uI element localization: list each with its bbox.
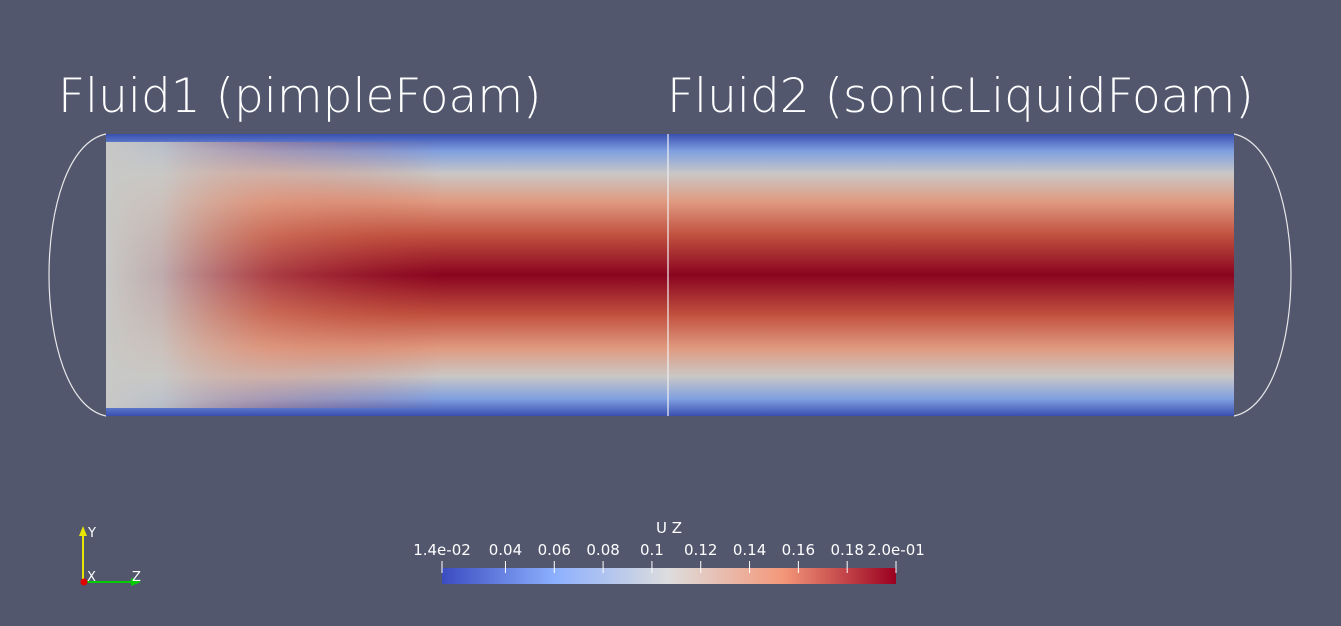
colorbar-tick-label: 2.0e-01 xyxy=(867,541,925,559)
colorbar-title: U Z xyxy=(656,519,682,537)
axes-glyph: Y X Z xyxy=(79,526,141,586)
axis-label: Y xyxy=(87,526,96,541)
colorbar-tick-label: 0.04 xyxy=(489,541,522,559)
colorbar-tick-label: 0.12 xyxy=(684,541,717,559)
colorbar-tick-label: 0.18 xyxy=(830,541,863,559)
colorbar-tick-label: 1.4e-02 xyxy=(413,541,471,559)
colorbar-tick-label: 0.06 xyxy=(538,541,571,559)
colorbar-ticks: 1.4e-02 0.04 0.06 0.08 0.1 0.12 0.14 0.16 0.18 2.… xyxy=(413,541,925,573)
colorbar xyxy=(442,568,896,584)
region-label: Fluid2 (sonicLiquidFoam) xyxy=(667,69,1254,124)
outline xyxy=(48,133,107,417)
axis-label: Z xyxy=(132,570,141,585)
colorbar-tick-label: 0.14 xyxy=(733,541,766,559)
y-arrow xyxy=(79,526,87,536)
region-label: Fluid1 (pimpleFoam) xyxy=(58,69,541,124)
colorbar-tick-label: 0.16 xyxy=(782,541,815,559)
inlet-region xyxy=(106,142,666,408)
colorbar-tick-label: 0.08 xyxy=(586,541,619,559)
outline xyxy=(1233,133,1292,417)
colorbar-tick-label: 0.1 xyxy=(640,541,664,559)
x-axis xyxy=(80,578,88,586)
z-arrow xyxy=(131,578,141,586)
axis-label: X xyxy=(87,570,96,585)
